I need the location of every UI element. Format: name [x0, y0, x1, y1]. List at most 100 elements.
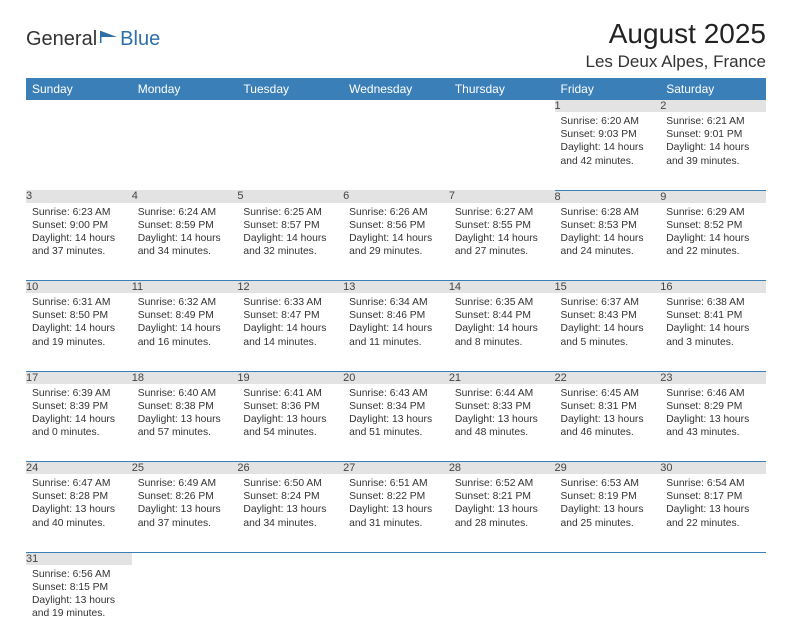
sunset: Sunset: 9:00 PM [32, 219, 126, 232]
sunset: Sunset: 8:53 PM [561, 219, 655, 232]
empty-cell [449, 565, 555, 643]
day-number: 2 [660, 100, 766, 112]
day-number: 10 [26, 281, 132, 294]
day-number: 24 [26, 462, 132, 475]
day-cell: Sunrise: 6:54 AMSunset: 8:17 PMDaylight:… [660, 474, 766, 552]
day-detail: Sunrise: 6:39 AMSunset: 8:39 PMDaylight:… [26, 384, 132, 444]
logo-blue: Blue [120, 28, 160, 51]
day-number: 1 [555, 100, 661, 112]
day-number: 4 [132, 190, 238, 203]
daylight: Daylight: 14 hours and 16 minutes. [138, 322, 232, 348]
day-detail: Sunrise: 6:33 AMSunset: 8:47 PMDaylight:… [237, 293, 343, 353]
daylight: Daylight: 13 hours and 43 minutes. [666, 413, 760, 439]
empty-cell [449, 112, 555, 190]
sunrise: Sunrise: 6:52 AM [455, 477, 549, 490]
empty-cell [26, 100, 132, 112]
empty-cell [132, 112, 238, 190]
calendar: Sunday Monday Tuesday Wednesday Thursday… [26, 78, 766, 643]
daylight: Daylight: 14 hours and 22 minutes. [666, 232, 760, 258]
day-number: 6 [343, 190, 449, 203]
day-cell: Sunrise: 6:29 AMSunset: 8:52 PMDaylight:… [660, 203, 766, 281]
week-row: Sunrise: 6:47 AMSunset: 8:28 PMDaylight:… [26, 474, 766, 552]
daylight: Daylight: 14 hours and 3 minutes. [666, 322, 760, 348]
day-number: 29 [555, 462, 661, 475]
sunrise: Sunrise: 6:40 AM [138, 387, 232, 400]
daylight: Daylight: 13 hours and 48 minutes. [455, 413, 549, 439]
week-row: Sunrise: 6:31 AMSunset: 8:50 PMDaylight:… [26, 293, 766, 371]
sunrise: Sunrise: 6:24 AM [138, 206, 232, 219]
daylight: Daylight: 14 hours and 42 minutes. [561, 141, 655, 167]
logo-general: General [26, 28, 97, 51]
day-cell: Sunrise: 6:33 AMSunset: 8:47 PMDaylight:… [237, 293, 343, 371]
sunrise: Sunrise: 6:34 AM [349, 296, 443, 309]
sunset: Sunset: 8:33 PM [455, 400, 549, 413]
day-header: Wednesday [343, 78, 449, 100]
daylight: Daylight: 14 hours and 27 minutes. [455, 232, 549, 258]
sunset: Sunset: 8:46 PM [349, 309, 443, 322]
daylight: Daylight: 14 hours and 29 minutes. [349, 232, 443, 258]
sunset: Sunset: 8:38 PM [138, 400, 232, 413]
empty-cell [26, 112, 132, 190]
day-cell: Sunrise: 6:46 AMSunset: 8:29 PMDaylight:… [660, 384, 766, 462]
day-detail: Sunrise: 6:43 AMSunset: 8:34 PMDaylight:… [343, 384, 449, 444]
daylight: Daylight: 14 hours and 24 minutes. [561, 232, 655, 258]
day-number: 20 [343, 371, 449, 384]
day-header: Saturday [660, 78, 766, 100]
location: Les Deux Alpes, France [586, 52, 766, 72]
sunrise: Sunrise: 6:53 AM [561, 477, 655, 490]
day-detail: Sunrise: 6:31 AMSunset: 8:50 PMDaylight:… [26, 293, 132, 353]
empty-cell [237, 565, 343, 643]
sunrise: Sunrise: 6:31 AM [32, 296, 126, 309]
empty-cell [237, 100, 343, 112]
empty-cell [343, 565, 449, 643]
day-detail: Sunrise: 6:50 AMSunset: 8:24 PMDaylight:… [237, 474, 343, 534]
daylight: Daylight: 14 hours and 11 minutes. [349, 322, 443, 348]
day-header-row: Sunday Monday Tuesday Wednesday Thursday… [26, 78, 766, 100]
day-detail: Sunrise: 6:24 AMSunset: 8:59 PMDaylight:… [132, 203, 238, 263]
day-number: 17 [26, 371, 132, 384]
day-number: 19 [237, 371, 343, 384]
sunset: Sunset: 8:26 PM [138, 490, 232, 503]
sunrise: Sunrise: 6:21 AM [666, 115, 760, 128]
day-header: Sunday [26, 78, 132, 100]
empty-cell [555, 552, 661, 565]
day-detail: Sunrise: 6:51 AMSunset: 8:22 PMDaylight:… [343, 474, 449, 534]
sunset: Sunset: 8:36 PM [243, 400, 337, 413]
sunset: Sunset: 8:34 PM [349, 400, 443, 413]
day-header: Tuesday [237, 78, 343, 100]
day-cell: Sunrise: 6:32 AMSunset: 8:49 PMDaylight:… [132, 293, 238, 371]
day-number: 21 [449, 371, 555, 384]
day-number: 9 [660, 190, 766, 203]
day-detail: Sunrise: 6:47 AMSunset: 8:28 PMDaylight:… [26, 474, 132, 534]
sunrise: Sunrise: 6:28 AM [561, 206, 655, 219]
day-detail: Sunrise: 6:26 AMSunset: 8:56 PMDaylight:… [343, 203, 449, 263]
sunset: Sunset: 8:47 PM [243, 309, 337, 322]
day-cell: Sunrise: 6:50 AMSunset: 8:24 PMDaylight:… [237, 474, 343, 552]
sunset: Sunset: 8:15 PM [32, 581, 126, 594]
sunset: Sunset: 8:24 PM [243, 490, 337, 503]
sunrise: Sunrise: 6:35 AM [455, 296, 549, 309]
daynum-row: 3456789 [26, 190, 766, 203]
sunrise: Sunrise: 6:20 AM [561, 115, 655, 128]
empty-cell [132, 552, 238, 565]
sunrise: Sunrise: 6:47 AM [32, 477, 126, 490]
daynum-row: 24252627282930 [26, 462, 766, 475]
day-number: 3 [26, 190, 132, 203]
day-number: 28 [449, 462, 555, 475]
sunrise: Sunrise: 6:50 AM [243, 477, 337, 490]
month-title: August 2025 [586, 18, 766, 50]
day-number: 16 [660, 281, 766, 294]
day-number: 7 [449, 190, 555, 203]
empty-cell [343, 552, 449, 565]
daylight: Daylight: 13 hours and 46 minutes. [561, 413, 655, 439]
daylight: Daylight: 14 hours and 0 minutes. [32, 413, 126, 439]
sunset: Sunset: 8:29 PM [666, 400, 760, 413]
empty-cell [449, 552, 555, 565]
sunset: Sunset: 8:55 PM [455, 219, 549, 232]
daynum-row: 17181920212223 [26, 371, 766, 384]
daylight: Daylight: 13 hours and 22 minutes. [666, 503, 760, 529]
day-cell: Sunrise: 6:27 AMSunset: 8:55 PMDaylight:… [449, 203, 555, 281]
daylight: Daylight: 13 hours and 28 minutes. [455, 503, 549, 529]
sunset: Sunset: 8:41 PM [666, 309, 760, 322]
day-detail: Sunrise: 6:44 AMSunset: 8:33 PMDaylight:… [449, 384, 555, 444]
